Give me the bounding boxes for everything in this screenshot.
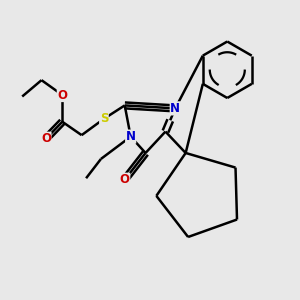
Text: O: O	[57, 88, 67, 101]
Text: O: O	[120, 173, 130, 186]
Text: N: N	[126, 130, 136, 143]
Text: N: N	[170, 102, 180, 115]
Text: O: O	[41, 132, 51, 145]
Text: S: S	[100, 112, 108, 125]
